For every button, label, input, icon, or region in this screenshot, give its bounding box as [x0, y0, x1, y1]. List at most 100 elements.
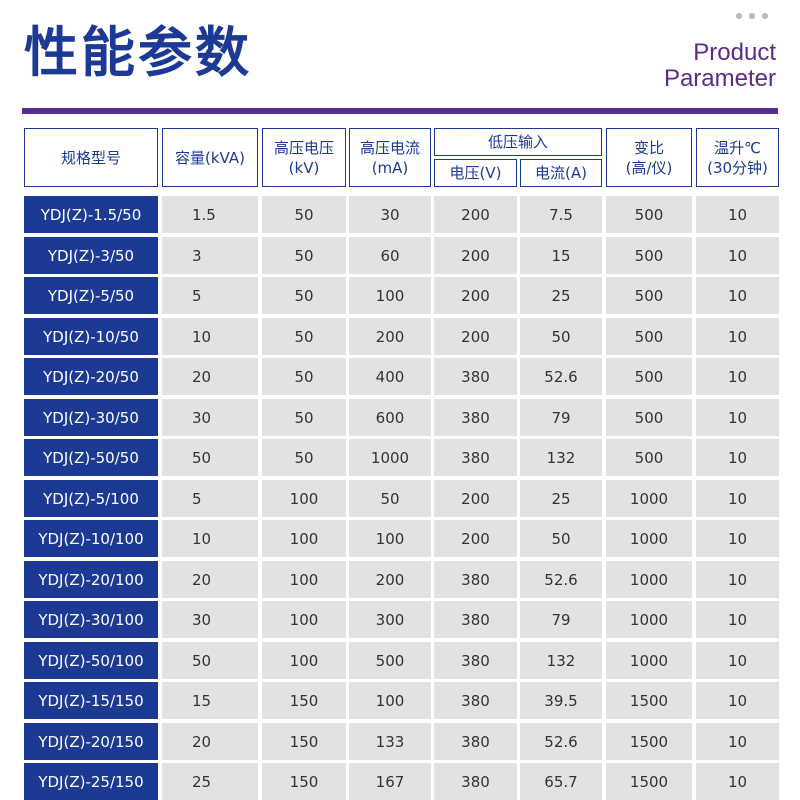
- cell-lv-current: 52.6: [520, 561, 602, 598]
- cell-temp-rise: 10: [696, 520, 779, 557]
- cell-capacity: 30: [162, 399, 258, 436]
- cell-lv-voltage: 380: [434, 358, 517, 395]
- cell-temp-rise: 10: [696, 439, 779, 476]
- cell-capacity: 20: [162, 723, 258, 760]
- cell-spec: YDJ(Z)-10/50: [24, 318, 158, 355]
- cell-ratio: 500: [606, 399, 692, 436]
- cell-spec: YDJ(Z)-30/50: [24, 399, 158, 436]
- cell-ratio: 1000: [606, 480, 692, 517]
- cell-capacity: 5: [162, 480, 258, 517]
- cell-spec: YDJ(Z)-20/150: [24, 723, 158, 760]
- cell-temp-rise: 10: [696, 601, 779, 638]
- cell-spec: YDJ(Z)-3/50: [24, 237, 158, 274]
- cell-spec: YDJ(Z)-50/100: [24, 642, 158, 679]
- cell-ratio: 500: [606, 358, 692, 395]
- cell-hv-voltage: 100: [262, 561, 346, 598]
- cell-hv-current: 200: [349, 318, 431, 355]
- cell-hv-current: 100: [349, 682, 431, 719]
- cell-ratio: 1000: [606, 520, 692, 557]
- header-hv-voltage-line2: (kV): [288, 158, 320, 177]
- cell-temp-rise: 10: [696, 196, 779, 233]
- cell-lv-voltage: 200: [434, 318, 517, 355]
- cell-lv-current: 132: [520, 439, 602, 476]
- cell-temp-rise: 10: [696, 399, 779, 436]
- header-ratio-line2: (高/仪): [625, 158, 673, 177]
- cell-lv-voltage: 380: [434, 682, 517, 719]
- cell-hv-voltage: 150: [262, 763, 346, 800]
- table-row: YDJ(Z)-5/100 5 100 50 200 25 1000 10: [24, 480, 779, 517]
- cell-hv-voltage: 100: [262, 601, 346, 638]
- page-title: 性能参数: [24, 21, 252, 84]
- cell-hv-voltage: 50: [262, 196, 346, 233]
- cell-temp-rise: 10: [696, 682, 779, 719]
- cell-lv-voltage: 380: [434, 601, 517, 638]
- table-row: YDJ(Z)-30/50 30 50 600 380 79 500 10: [24, 399, 779, 436]
- header-hv-voltage: 高压电压 (kV): [262, 128, 346, 187]
- cell-temp-rise: 10: [696, 642, 779, 679]
- cell-ratio: 500: [606, 439, 692, 476]
- cell-capacity: 30: [162, 601, 258, 638]
- cell-lv-voltage: 380: [434, 723, 517, 760]
- table-row: YDJ(Z)-20/150 20 150 133 380 52.6 1500 1…: [24, 723, 779, 760]
- cell-hv-voltage: 50: [262, 318, 346, 355]
- cell-hv-current: 1000: [349, 439, 431, 476]
- cell-hv-current: 300: [349, 601, 431, 638]
- cell-hv-current: 600: [349, 399, 431, 436]
- cell-hv-voltage: 100: [262, 642, 346, 679]
- table-row: YDJ(Z)-30/100 30 100 300 380 79 1000 10: [24, 601, 779, 638]
- cell-capacity: 10: [162, 318, 258, 355]
- cell-hv-current: 200: [349, 561, 431, 598]
- cell-hv-current: 167: [349, 763, 431, 800]
- cell-hv-voltage: 50: [262, 358, 346, 395]
- cell-ratio: 1500: [606, 763, 692, 800]
- header-hv-current: 高压电流 (mA): [349, 128, 431, 187]
- cell-lv-current: 50: [520, 318, 602, 355]
- cell-hv-current: 50: [349, 480, 431, 517]
- cell-hv-voltage: 50: [262, 399, 346, 436]
- cell-ratio: 1500: [606, 723, 692, 760]
- more-dots-icon[interactable]: [736, 13, 768, 19]
- header-capacity: 容量(kVA): [162, 128, 258, 187]
- cell-lv-voltage: 200: [434, 480, 517, 517]
- cell-lv-current: 50: [520, 520, 602, 557]
- cell-hv-voltage: 50: [262, 439, 346, 476]
- cell-lv-current: 79: [520, 601, 602, 638]
- cell-capacity: 50: [162, 642, 258, 679]
- cell-lv-voltage: 380: [434, 642, 517, 679]
- cell-capacity: 25: [162, 763, 258, 800]
- header-lv-input: 低压输入: [434, 128, 602, 156]
- cell-capacity: 10: [162, 520, 258, 557]
- cell-hv-current: 500: [349, 642, 431, 679]
- header-hv-current-line2: (mA): [371, 158, 409, 177]
- cell-lv-current: 65.7: [520, 763, 602, 800]
- cell-spec: YDJ(Z)-30/100: [24, 601, 158, 638]
- cell-hv-voltage: 50: [262, 277, 346, 314]
- table-row: YDJ(Z)-50/100 50 100 500 380 132 1000 10: [24, 642, 779, 679]
- cell-ratio: 500: [606, 196, 692, 233]
- cell-hv-current: 100: [349, 520, 431, 557]
- cell-hv-current: 30: [349, 196, 431, 233]
- header-ratio: 变比 (高/仪): [606, 128, 692, 187]
- title-divider: [22, 108, 778, 114]
- cell-temp-rise: 10: [696, 358, 779, 395]
- cell-lv-voltage: 380: [434, 399, 517, 436]
- cell-ratio: 1000: [606, 642, 692, 679]
- header-hv-current-line1: 高压电流: [359, 138, 420, 157]
- cell-lv-current: 52.6: [520, 358, 602, 395]
- header-lv-voltage: 电压(V): [434, 159, 517, 187]
- cell-ratio: 500: [606, 318, 692, 355]
- cell-lv-current: 39.5: [520, 682, 602, 719]
- cell-spec: YDJ(Z)-5/100: [24, 480, 158, 517]
- cell-spec: YDJ(Z)-1.5/50: [24, 196, 158, 233]
- cell-temp-rise: 10: [696, 723, 779, 760]
- cell-spec: YDJ(Z)-25/150: [24, 763, 158, 800]
- cell-hv-voltage: 50: [262, 237, 346, 274]
- cell-spec: YDJ(Z)-5/50: [24, 277, 158, 314]
- cell-lv-current: 15: [520, 237, 602, 274]
- cell-hv-current: 400: [349, 358, 431, 395]
- cell-temp-rise: 10: [696, 277, 779, 314]
- header-temp-rise-line2: (30分钟): [707, 158, 768, 177]
- cell-capacity: 3: [162, 237, 258, 274]
- cell-lv-voltage: 200: [434, 196, 517, 233]
- cell-spec: YDJ(Z)-50/50: [24, 439, 158, 476]
